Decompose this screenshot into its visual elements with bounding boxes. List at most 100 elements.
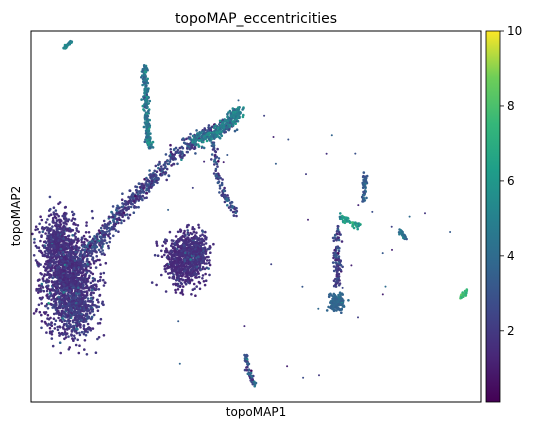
- scatter-point: [53, 323, 57, 326]
- scatter-point: [203, 283, 207, 287]
- scatter-point: [57, 265, 61, 269]
- scatter-point: [94, 237, 97, 240]
- scatter-point: [212, 242, 215, 246]
- scatter-point: [145, 112, 149, 116]
- scatter-point: [196, 246, 199, 249]
- scatter-point: [65, 273, 69, 276]
- scatter-point: [205, 259, 209, 262]
- scatter-point: [62, 291, 65, 294]
- scatter-point: [78, 333, 82, 337]
- scatter-point: [102, 334, 106, 337]
- scatter-point: [52, 221, 56, 224]
- scatter-point: [77, 297, 81, 300]
- scatter-point: [170, 164, 173, 167]
- scatter-point: [60, 298, 63, 302]
- scatter-point: [42, 289, 46, 293]
- scatter-point: [74, 247, 77, 251]
- scatter-point: [336, 300, 340, 304]
- scatter-point: [59, 279, 62, 282]
- scatter-point: [216, 126, 220, 130]
- scatter-point: [90, 316, 94, 320]
- scatter-point: [98, 294, 101, 297]
- scatter-point: [191, 144, 194, 147]
- scatter-point: [63, 286, 66, 290]
- scatter-point: [190, 146, 194, 149]
- scatter-point: [66, 319, 69, 323]
- scatter-point: [49, 261, 52, 264]
- scatter-point: [178, 146, 182, 150]
- scatter-point: [190, 261, 194, 265]
- scatter-point: [95, 287, 98, 291]
- scatter-point: [183, 245, 187, 248]
- scatter-point: [120, 198, 124, 201]
- scatter-point: [87, 316, 91, 320]
- scatter-point: [60, 256, 63, 260]
- scatter-point: [37, 287, 40, 291]
- scatter-point: [74, 250, 77, 254]
- scatter-point: [171, 246, 175, 249]
- scatter-point: [111, 215, 115, 219]
- scatter-point: [60, 232, 64, 235]
- scatter-point: [46, 307, 50, 310]
- scatter-point: [52, 249, 56, 252]
- scatter-point: [72, 252, 76, 256]
- scatter-point: [244, 360, 248, 363]
- scatter-point: [86, 322, 90, 326]
- scatter-point: [68, 270, 72, 273]
- scatter-point: [179, 284, 182, 288]
- scatter-point: [225, 197, 229, 201]
- scatter-point: [140, 76, 143, 79]
- scatter-point: [232, 111, 235, 115]
- scatter-point: [194, 136, 197, 140]
- scatter-point: [71, 255, 74, 259]
- scatter-point: [50, 333, 54, 336]
- scatter-point: [104, 233, 108, 236]
- scatter-point: [189, 132, 192, 136]
- scatter-point: [243, 357, 247, 360]
- scatter-point: [60, 270, 64, 274]
- scatter-point: [128, 189, 132, 192]
- scatter-point: [45, 331, 48, 334]
- scatter-point: [202, 280, 206, 283]
- scatter-point: [89, 262, 92, 266]
- scatter-point: [160, 255, 164, 258]
- scatter-point: [143, 73, 146, 77]
- scatter-point: [50, 303, 54, 307]
- scatter-point: [189, 252, 192, 255]
- scatter-point: [71, 265, 74, 268]
- scatter-point: [91, 284, 95, 287]
- scatter-point: [57, 251, 61, 255]
- scatter-point: [208, 273, 211, 277]
- scatter-points: [31, 39, 469, 388]
- scatter-point: [89, 254, 93, 258]
- scatter-point: [226, 115, 229, 118]
- scatter-point: [58, 227, 61, 231]
- scatter-point: [84, 295, 88, 299]
- scatter-point: [228, 123, 232, 127]
- scatter-point: [191, 245, 195, 249]
- scatter-point: [115, 217, 118, 221]
- scatter-point: [59, 274, 62, 278]
- scatter-point: [199, 268, 202, 271]
- scatter-point: [214, 156, 218, 159]
- scatter-point: [56, 328, 60, 332]
- scatter-point: [48, 227, 52, 230]
- scatter-point: [48, 288, 52, 291]
- scatter-point: [145, 67, 149, 71]
- scatter-point: [44, 252, 47, 255]
- scatter-point: [145, 135, 148, 139]
- scatter-point: [34, 309, 38, 313]
- scatter-point: [55, 297, 58, 301]
- scatter-point: [177, 245, 181, 248]
- scatter-point: [85, 290, 88, 293]
- scatter-point: [231, 107, 235, 110]
- scatter-point: [337, 295, 340, 299]
- scatter-point: [189, 265, 192, 269]
- scatter-point: [190, 242, 193, 246]
- scatter-point: [86, 304, 90, 308]
- scatter-point: [58, 292, 61, 296]
- scatter-point: [237, 114, 240, 117]
- scatter-point: [198, 131, 201, 134]
- scatter-point: [330, 294, 333, 297]
- scatter-point: [172, 273, 175, 277]
